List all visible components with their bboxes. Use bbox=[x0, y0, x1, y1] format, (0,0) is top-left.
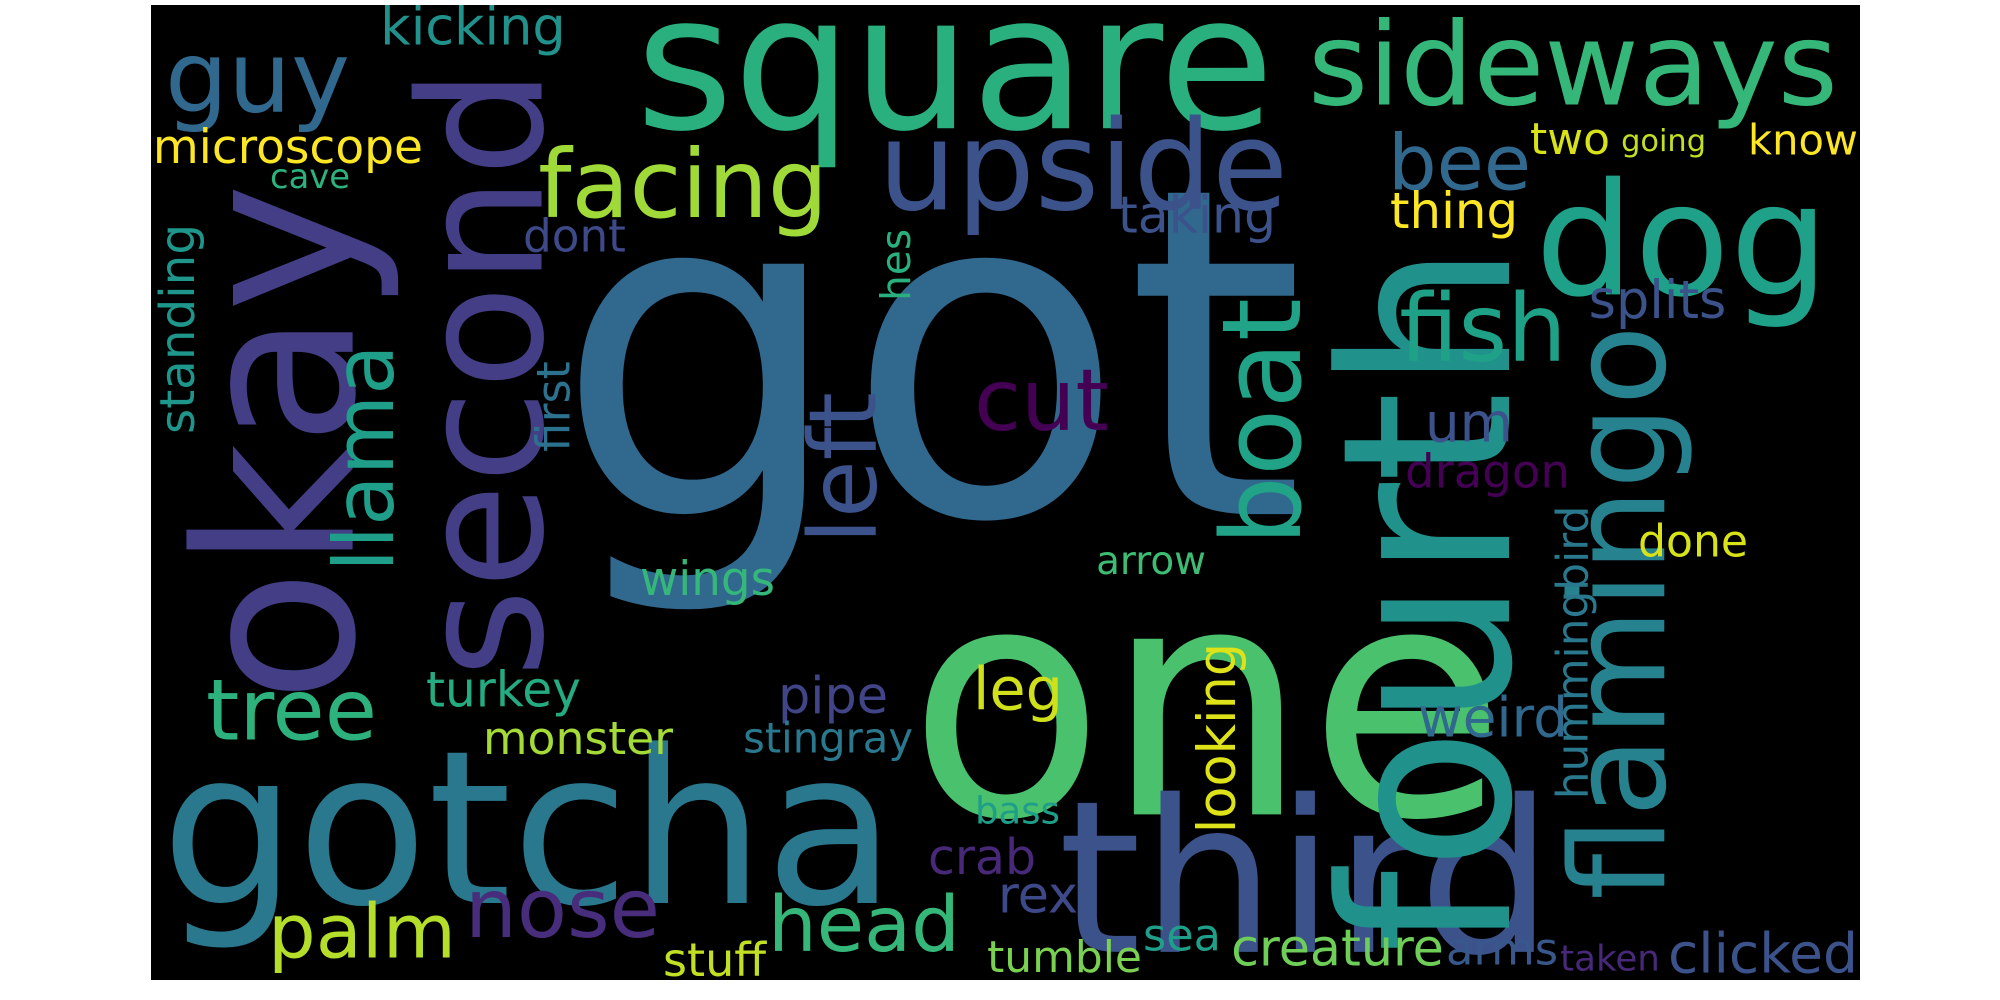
word-looking: looking bbox=[1186, 642, 1248, 834]
word-guy: guy bbox=[165, 20, 350, 136]
word-dont: dont bbox=[523, 209, 626, 263]
word-cave: cave bbox=[270, 157, 351, 197]
word-crab: crab bbox=[928, 829, 1036, 886]
word-taking: taking bbox=[1118, 185, 1277, 245]
word-tumble: tumble bbox=[987, 932, 1142, 980]
word-two: two bbox=[1530, 114, 1610, 165]
word-wings: wings bbox=[640, 553, 776, 608]
word-arrow: arrow bbox=[1096, 539, 1206, 584]
word-head: head bbox=[768, 881, 960, 970]
word-taken: taken bbox=[1560, 938, 1660, 980]
word-hes: hes bbox=[872, 228, 921, 301]
word-rex: rex bbox=[998, 865, 1079, 925]
word-know: know bbox=[1748, 115, 1858, 165]
word-pipe: pipe bbox=[778, 667, 889, 726]
word-bass: bass bbox=[975, 789, 1060, 833]
word-monster: monster bbox=[483, 712, 674, 766]
word-turkey: turkey bbox=[426, 662, 581, 719]
word-creature: creature bbox=[1231, 918, 1444, 978]
word-stuff: stuff bbox=[663, 933, 767, 980]
word-upside: upside bbox=[878, 95, 1289, 240]
word-thing: thing bbox=[1390, 182, 1519, 241]
word-cut: cut bbox=[974, 351, 1110, 452]
word-boat: boat bbox=[1198, 298, 1326, 546]
word-facing: facing bbox=[538, 130, 828, 241]
word-leg: leg bbox=[973, 654, 1063, 724]
word-hummingbird: hummingbird bbox=[1547, 505, 1599, 800]
word-palm: palm bbox=[268, 887, 456, 976]
word-um: um bbox=[1425, 390, 1513, 455]
word-cloud: got one square gotcha okay second third … bbox=[151, 5, 1860, 980]
word-nose: nose bbox=[465, 862, 661, 957]
word-splits: splits bbox=[1588, 269, 1727, 331]
word-sideways: sideways bbox=[1308, 5, 1838, 133]
word-fish: fish bbox=[1399, 274, 1567, 384]
word-kicking: kicking bbox=[380, 5, 566, 58]
word-got: got bbox=[555, 89, 1306, 623]
word-square: square bbox=[635, 5, 1275, 174]
word-first: first bbox=[526, 361, 581, 452]
word-gotcha: gotcha bbox=[160, 705, 897, 954]
word-standing: standing bbox=[151, 223, 206, 434]
word-bee: bee bbox=[1388, 119, 1532, 209]
word-arms: arms bbox=[1446, 922, 1559, 976]
word-third: third bbox=[1058, 755, 1554, 980]
word-left: left bbox=[789, 392, 899, 544]
word-sea: sea bbox=[1143, 909, 1221, 962]
word-dog: dog bbox=[1535, 149, 1830, 332]
word-one: one bbox=[908, 516, 1506, 891]
word-done: done bbox=[1638, 516, 1749, 568]
word-stingray: stingray bbox=[743, 713, 913, 763]
word-going: going bbox=[1621, 123, 1706, 159]
word-weird: weird bbox=[1417, 685, 1569, 750]
word-llama: llama bbox=[316, 344, 413, 572]
word-tree: tree bbox=[206, 661, 377, 761]
word-clicked: clicked bbox=[1668, 921, 1859, 980]
word-microscope: microscope bbox=[152, 120, 424, 175]
word-dragon: dragon bbox=[1405, 444, 1570, 499]
